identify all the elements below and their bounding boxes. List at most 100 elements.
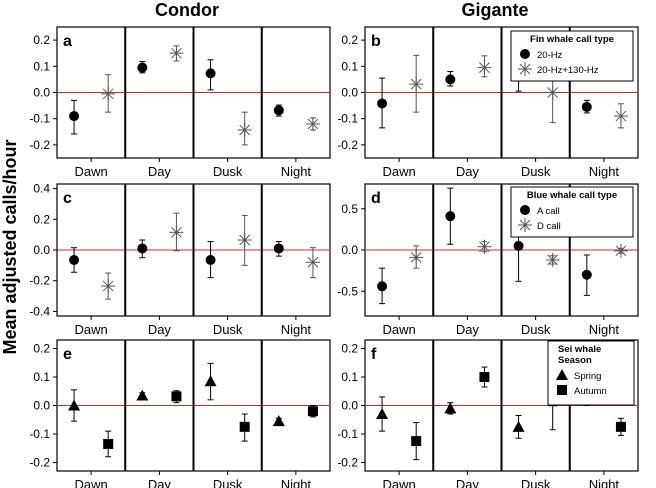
star-stroke — [171, 47, 182, 59]
data-point — [377, 98, 388, 109]
panel-letter: f — [371, 346, 377, 363]
y-tick-label: 0.4 — [33, 182, 50, 196]
star-stroke — [615, 110, 627, 122]
data-point — [376, 408, 389, 420]
star-stroke — [519, 219, 531, 231]
x-tick-label: Dawn — [75, 164, 108, 179]
x-tick-label: Day — [148, 164, 172, 179]
data-point — [137, 62, 148, 73]
star-stroke — [519, 63, 531, 75]
y-tick-label: 0.0 — [341, 86, 358, 100]
legend-label: D call — [537, 221, 561, 232]
series-20-hz — [69, 59, 284, 135]
data-point — [171, 391, 182, 402]
legend-marker — [557, 385, 567, 395]
data-point — [444, 402, 457, 414]
star-stroke — [239, 124, 251, 136]
data-point — [445, 211, 456, 222]
legend-label: 20-Hz+130-Hz — [537, 65, 599, 76]
data-point — [69, 111, 80, 122]
panel-letter: a — [63, 33, 72, 50]
y-tick-label: 0.2 — [33, 342, 50, 356]
star-stroke — [102, 88, 114, 100]
y-tick-label: 0.1 — [33, 59, 50, 73]
legend: Fin whale call type 20-Hz 20-Hz+130-Hz — [510, 30, 634, 82]
star-stroke — [171, 226, 182, 238]
data-point — [169, 46, 184, 61]
legend-marker — [518, 62, 532, 76]
data-point — [169, 225, 184, 240]
x-tick-label: Day — [456, 322, 480, 337]
series-a-call — [69, 239, 284, 279]
data-point — [581, 101, 592, 112]
y-tick-label: 0.2 — [341, 342, 358, 356]
data-point — [68, 399, 81, 411]
panel-letter: d — [371, 190, 381, 207]
star-stroke — [307, 118, 319, 130]
data-point — [445, 74, 456, 85]
x-tick-label: Night — [281, 477, 312, 488]
data-point — [513, 240, 524, 251]
data-point — [305, 255, 320, 270]
y-tick-label: -0.2 — [29, 138, 50, 152]
y-tick-label: 0.2 — [341, 33, 358, 47]
data-point — [273, 243, 284, 254]
legend: Blue whale call type A call D call — [510, 186, 634, 238]
series-d-call — [409, 239, 628, 269]
star-stroke — [479, 62, 490, 73]
y-tick-label: 0.2 — [33, 212, 50, 226]
panel-c: -0.4 -0.2 0.0 0.2 0.4 Dawn Day Dusk Night c — [29, 182, 331, 337]
legend-label: 20-Hz — [537, 50, 563, 61]
y-tick-label: 0.0 — [33, 86, 50, 100]
panel-letter: e — [63, 346, 72, 363]
x-tick-label: Night — [281, 164, 312, 179]
star-stroke — [410, 78, 422, 90]
star-stroke — [307, 256, 319, 268]
series-autumn — [103, 390, 318, 458]
data-point — [239, 421, 250, 432]
data-point — [273, 105, 284, 116]
data-point — [101, 86, 116, 101]
y-tick-label: 0.0 — [33, 399, 50, 413]
x-tick-label: Dusk — [521, 477, 551, 488]
legend-marker — [556, 369, 568, 380]
y-tick-label: 0.1 — [33, 370, 50, 384]
data-point — [103, 438, 114, 449]
x-tick-label: Dusk — [521, 322, 551, 337]
data-point — [545, 85, 560, 100]
y-tick-label: 0.1 — [341, 370, 358, 384]
x-tick-label: Dawn — [383, 164, 416, 179]
legend-marker — [518, 218, 532, 232]
legend-title: Season — [558, 355, 592, 366]
y-tick-label: -0.2 — [29, 455, 50, 469]
x-tick-label: Day — [456, 164, 480, 179]
data-point — [613, 243, 628, 258]
x-tick-label: Day — [148, 477, 172, 488]
y-tick-label: -0.2 — [337, 138, 358, 152]
y-tick-label: -0.5 — [337, 284, 358, 298]
legend-box — [510, 186, 634, 238]
legend-box — [510, 30, 634, 82]
data-point — [581, 269, 592, 280]
x-tick-label: Dusk — [213, 164, 243, 179]
data-point — [411, 436, 422, 447]
data-point — [512, 420, 525, 432]
x-tick-label: Night — [589, 164, 620, 179]
star-stroke — [102, 280, 114, 292]
column-title-gigante: Gigante — [461, 0, 528, 20]
data-point — [615, 421, 626, 432]
x-tick-label: Dusk — [213, 477, 243, 488]
star-stroke — [239, 234, 251, 246]
y-tick-label: 0.5 — [341, 202, 358, 216]
series-20-hz-130-hz — [101, 45, 320, 146]
star-stroke — [615, 245, 627, 257]
star-stroke — [479, 241, 490, 253]
series-spring — [68, 362, 285, 427]
data-point — [69, 254, 80, 265]
panel-d: -0.5 0.0 0.5 Dawn Day Dusk Night d Blue whale ca… — [337, 183, 639, 337]
data-point — [477, 239, 492, 254]
legend-label: A call — [537, 206, 560, 217]
x-tick-label: Day — [148, 322, 172, 337]
